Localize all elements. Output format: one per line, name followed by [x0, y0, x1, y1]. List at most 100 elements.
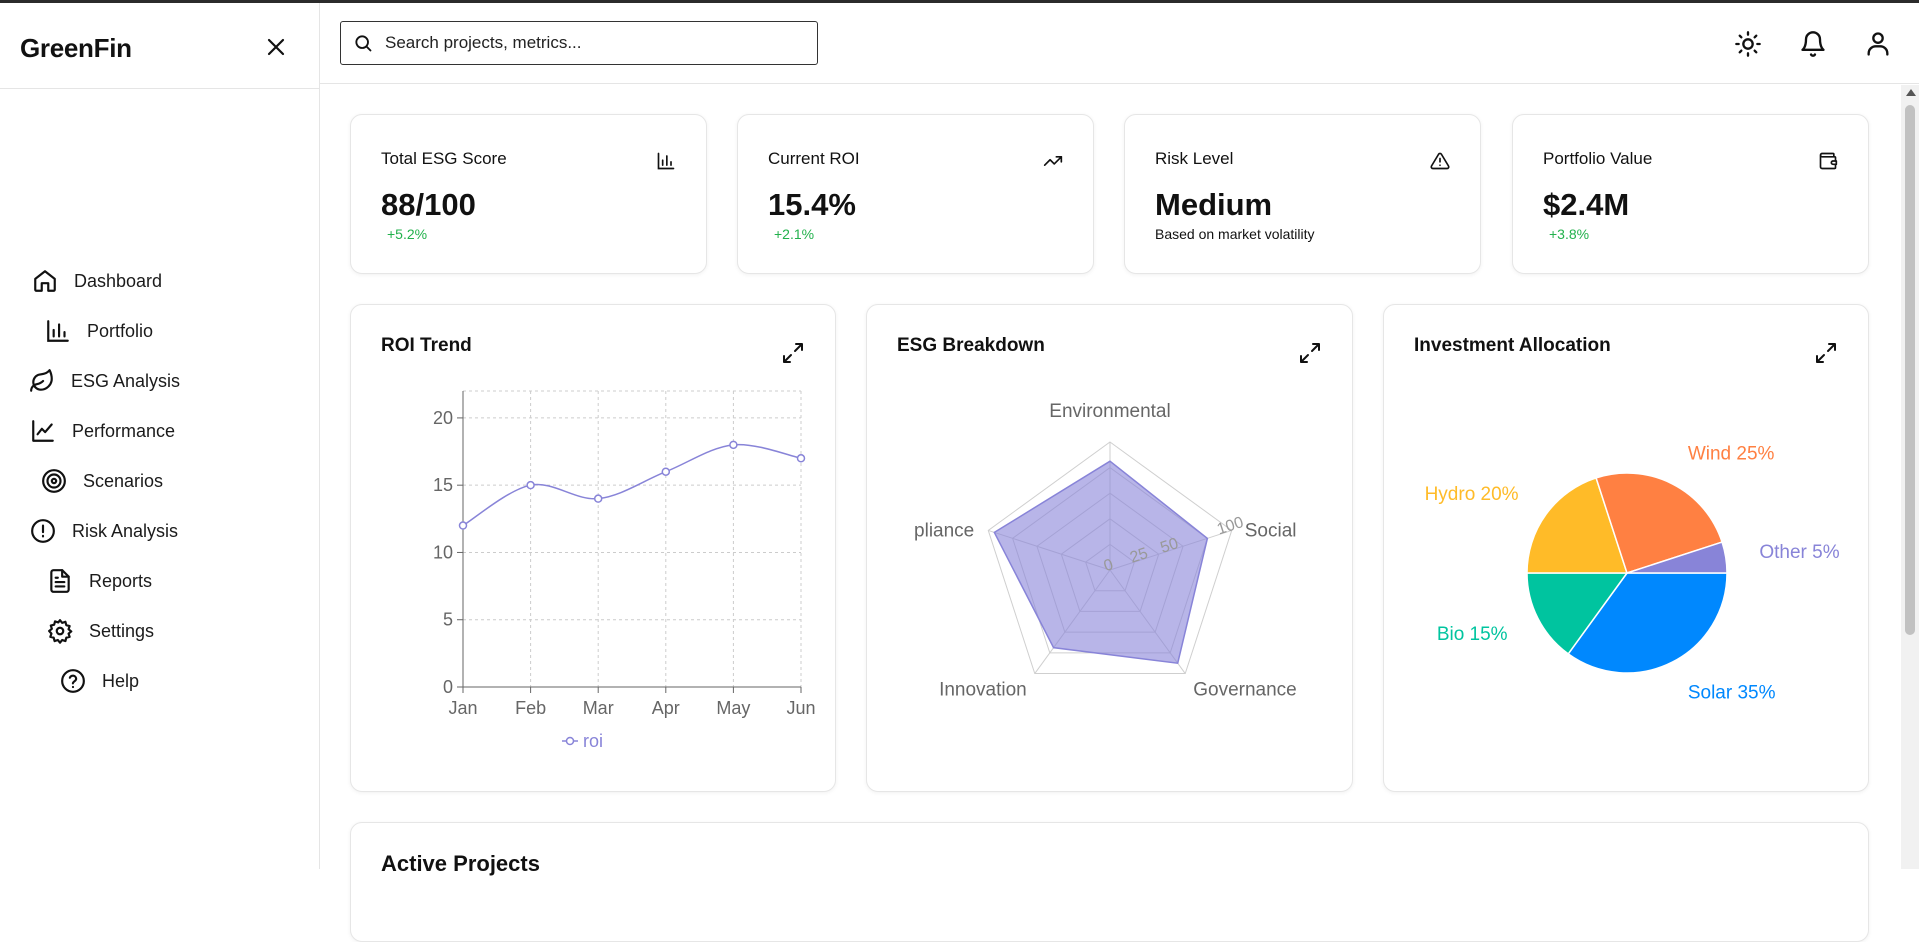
bar-chart-icon: [657, 152, 675, 170]
radius-tick-label: 50: [1158, 535, 1180, 557]
stat-card-current-roi: Current ROI 15.4% +2.1%: [737, 114, 1094, 274]
radius-tick-label: 100: [1215, 514, 1246, 538]
x-tick-label: Mar: [583, 698, 614, 718]
stat-value: 15.4%: [768, 187, 856, 222]
sun-icon[interactable]: [1734, 30, 1762, 58]
close-sidebar-button[interactable]: [262, 33, 290, 61]
y-tick-label: 10: [433, 542, 453, 562]
search-bar[interactable]: [340, 21, 818, 65]
stat-value: Medium: [1155, 187, 1273, 222]
file-text-icon: [50, 569, 70, 593]
alert-circle-icon: [31, 519, 55, 543]
radar-series-area: [993, 460, 1209, 665]
pie-label: Bio 15%: [1437, 624, 1508, 645]
stat-card-portfolio-value: Portfolio Value $2.4M +3.8%: [1512, 114, 1869, 274]
investment-pie-chart: Solar 35% Bio 15% Hydro 20% Wind 25% Other 5…: [1425, 444, 1840, 704]
sidebar-item-help[interactable]: Help: [60, 668, 139, 694]
pie-slice-solar: [1567, 572, 1728, 674]
warning-triangle-icon: [1430, 152, 1450, 170]
stat-title: Risk Level: [1155, 149, 1234, 168]
stat-value: 88/100: [381, 187, 476, 222]
sidebar-header: GreenFin: [0, 3, 319, 89]
stat-change: +5.2%: [387, 226, 428, 242]
x-tick-label: Jan: [448, 698, 477, 718]
search-icon: [355, 35, 372, 52]
leaf-icon: [30, 369, 53, 392]
bar-chart-icon: [47, 320, 69, 342]
chart-title: ROI Trend: [381, 335, 472, 356]
sidebar-item-label: Settings: [89, 620, 155, 641]
user-icon[interactable]: [1864, 30, 1892, 58]
scroll-thumb[interactable]: [1905, 105, 1915, 635]
sidebar-item-reports[interactable]: Reports: [47, 568, 152, 594]
sidebar-item-label: Portfolio: [87, 320, 154, 341]
legend-marker-dot: [565, 736, 575, 746]
esg-radar-chart: 0 25 50100EnvironmentalSocialGovernanceInn…: [914, 401, 1297, 701]
sidebar-item-label: Dashboard: [74, 270, 163, 291]
investment-allocation-card: Investment Allocation Solar 35% Bio 15% Hy…: [1383, 304, 1869, 792]
search-input[interactable]: [383, 32, 807, 54]
esg-breakdown-card: ESG Breakdown 0 25 50 100 Environmental Socia…: [866, 304, 1353, 792]
x-tick-label: Jun: [786, 698, 815, 718]
sidebar-item-label: Help: [102, 670, 140, 691]
roi-line-chart: 0 5 10 15 20 Jan Feb Mar Apr May Jun roi: [433, 390, 816, 751]
pie-slice-wind: [1595, 472, 1724, 574]
stat-note: Based on market volatility: [1155, 226, 1315, 242]
sidebar-item-label: ESG Analysis: [71, 370, 181, 391]
data-point: [661, 467, 671, 476]
brand-logo: GreenFin: [20, 33, 132, 63]
sidebar-item-portfolio[interactable]: Portfolio: [45, 318, 153, 344]
section-title: Active Projects: [381, 851, 540, 876]
legend-label: roi: [583, 731, 603, 751]
sidebar-item-esg-analysis[interactable]: ESG Analysis: [29, 368, 180, 394]
y-tick-label: 20: [433, 408, 453, 428]
expand-icon[interactable]: [1814, 341, 1838, 365]
stat-title: Current ROI: [768, 149, 860, 168]
x-tick-label: May: [716, 698, 750, 718]
x-tick-label: Apr: [652, 698, 680, 718]
stat-title: Total ESG Score: [381, 149, 507, 168]
line-chart-icon: [32, 420, 54, 442]
data-point: [458, 521, 468, 530]
radar-axis-label: Innovation: [939, 680, 1027, 701]
y-tick-label: 5: [443, 610, 453, 630]
gear-icon: [48, 619, 73, 644]
window-top-border: [0, 0, 1919, 3]
home-icon: [34, 270, 56, 292]
expand-icon[interactable]: [781, 341, 805, 365]
bell-icon[interactable]: [1799, 30, 1827, 58]
radar-axis-label: Social: [1245, 520, 1297, 541]
y-tick-label: 0: [443, 677, 453, 697]
chart-title: ESG Breakdown: [897, 335, 1045, 356]
sidebar-item-dashboard[interactable]: Dashboard: [32, 268, 162, 294]
data-point: [729, 440, 738, 450]
radar-axis-label: Governance: [1193, 680, 1297, 701]
stat-change: +2.1%: [774, 226, 815, 242]
sidebar-item-label: Performance: [72, 420, 176, 441]
sidebar-item-performance[interactable]: Performance: [30, 418, 175, 444]
chart-title: Investment Allocation: [1414, 335, 1611, 356]
sidebar-item-label: Risk Analysis: [72, 520, 179, 541]
stat-value: $2.4M: [1543, 187, 1630, 222]
pie-label: Hydro 20%: [1425, 484, 1519, 505]
stat-card-esg-score: Total ESG Score 88/100 +5.2%: [350, 114, 707, 274]
sidebar-item-risk-analysis[interactable]: Risk Analysis: [30, 518, 178, 544]
active-projects-card: Active Projects: [350, 822, 1869, 942]
radar-axis-label: pliance: [914, 520, 974, 541]
sidebar-item-label: Reports: [89, 570, 153, 591]
page-scrollbar[interactable]: [1901, 85, 1919, 869]
pie-label: Wind 25%: [1688, 444, 1775, 465]
data-point: [526, 480, 535, 490]
scroll-up-arrow[interactable]: [1906, 89, 1916, 96]
sidebar-item-label: Scenarios: [83, 470, 164, 491]
trending-up-icon: [1043, 156, 1063, 166]
roi-trend-card: ROI Trend 0 5 10 15 20 Jan Feb Mar Apr May Jun roi: [350, 304, 836, 792]
sidebar-item-scenarios[interactable]: Scenarios: [41, 468, 163, 494]
sidebar-item-settings[interactable]: Settings: [47, 618, 154, 644]
radar-grid-ring: [987, 441, 1233, 675]
x-tick-label: Feb: [515, 698, 546, 718]
data-point: [593, 494, 603, 503]
pie-slice-bio: [1526, 572, 1629, 655]
expand-icon[interactable]: [1298, 341, 1322, 365]
close-icon: [267, 38, 285, 56]
